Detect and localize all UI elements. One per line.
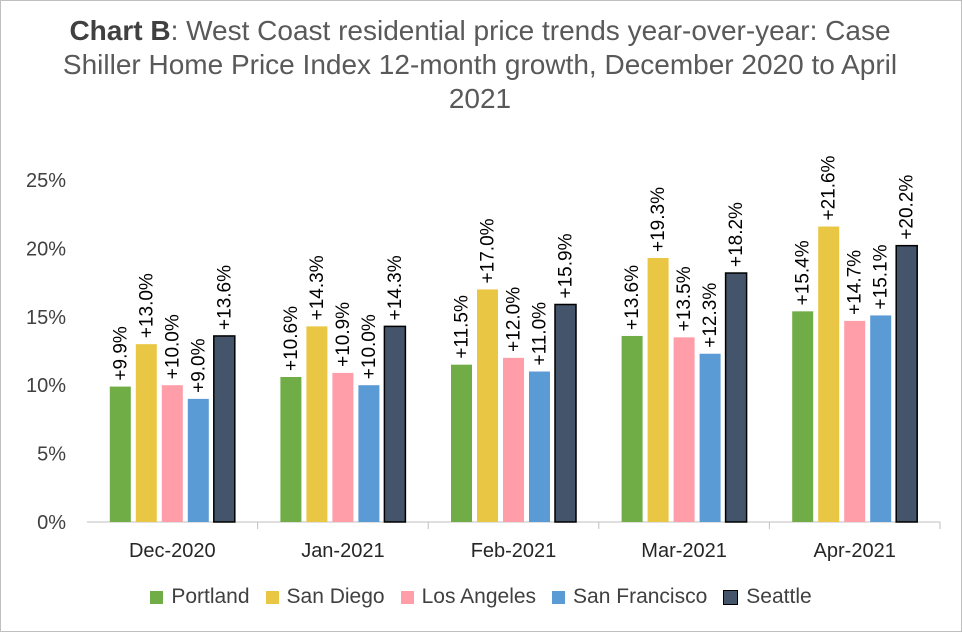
data-label: +10.0% <box>162 314 183 379</box>
x-category-label: Jan-2021 <box>301 540 384 562</box>
legend-item: Seattle <box>723 585 812 609</box>
data-label: +10.9% <box>333 302 354 367</box>
bar-san-diego <box>818 226 840 522</box>
data-label: +20.2% <box>897 175 918 240</box>
bar-san-francisco <box>358 385 380 522</box>
bar-san-diego <box>135 344 157 522</box>
legend-item: Los Angeles <box>400 585 537 609</box>
data-label: +10.0% <box>359 314 380 379</box>
bar-san-francisco <box>870 315 892 522</box>
bar-san-diego <box>477 289 498 522</box>
y-tick-label: 5% <box>37 444 66 466</box>
bar-los-angeles <box>673 337 695 522</box>
x-category-label: Apr-2021 <box>814 540 896 562</box>
data-label: +9.0% <box>188 338 209 393</box>
bar-san-francisco <box>529 371 550 522</box>
data-label: +14.3% <box>307 255 328 320</box>
chart-title-rest: : West Coast residential price trends ye… <box>62 15 898 114</box>
data-label: +14.7% <box>845 250 866 315</box>
bar-seattle <box>724 272 748 523</box>
bar-portland <box>109 386 131 522</box>
chart-title-bold: Chart B <box>69 15 171 46</box>
bar-portland <box>792 311 814 522</box>
data-label: +15.4% <box>793 240 814 305</box>
data-label: +12.3% <box>700 283 721 348</box>
legend-label: San Francisco <box>573 585 708 608</box>
bar-san-francisco <box>187 398 209 522</box>
bar-los-angeles <box>161 385 183 522</box>
legend-label: San Diego <box>286 585 385 608</box>
data-label: +21.6% <box>819 155 840 220</box>
data-label: +13.5% <box>674 266 695 331</box>
bar-seattle <box>554 303 577 523</box>
bar-los-angeles <box>332 372 354 522</box>
bar-portland <box>451 364 472 522</box>
legend-label: Seattle <box>746 585 812 608</box>
bar-san-diego <box>647 257 669 522</box>
bar-san-francisco <box>699 353 721 522</box>
legend-label: Los Angeles <box>421 585 537 608</box>
x-category-label: Mar-2021 <box>641 540 727 562</box>
legend-swatch <box>265 590 279 604</box>
y-tick-label: 15% <box>26 307 66 329</box>
chart-legend: Portland San Diego Los Angeles San Francisc… <box>0 585 962 609</box>
x-category-label: Dec-2020 <box>129 540 216 562</box>
bar-portland <box>621 335 643 522</box>
data-label: +11.5% <box>452 295 473 359</box>
y-tick-label: 20% <box>26 238 66 260</box>
y-tick-label: 25% <box>26 170 66 192</box>
legend-label: Portland <box>171 585 250 608</box>
data-label: +11.0% <box>530 302 551 366</box>
chart-title: Chart B: West Coast residential price tr… <box>60 14 900 116</box>
x-category-label: Feb-2021 <box>471 540 557 562</box>
data-label: +14.3% <box>385 255 406 320</box>
bar-seattle <box>213 335 236 523</box>
data-label: +15.9% <box>556 233 577 298</box>
data-label: +13.0% <box>136 273 157 338</box>
legend-swatch <box>400 590 414 604</box>
legend-item: Portland <box>150 585 250 609</box>
bar-portland <box>280 376 302 522</box>
bar-los-angeles <box>844 320 866 522</box>
bar-san-diego <box>306 326 328 522</box>
data-label: +17.0% <box>478 218 499 283</box>
bar-los-angeles <box>503 357 524 522</box>
data-label: +9.9% <box>110 326 131 381</box>
y-tick-label: 10% <box>26 375 66 397</box>
bar-seattle <box>895 244 918 523</box>
legend-swatch <box>552 590 566 604</box>
legend-swatch <box>150 590 164 604</box>
y-tick-label: 0% <box>37 512 66 534</box>
data-label: +19.3% <box>648 187 669 252</box>
data-label: +13.6% <box>214 265 235 330</box>
data-label: +18.2% <box>726 202 747 267</box>
legend-item: San Francisco <box>552 585 707 609</box>
data-label: +13.6% <box>622 265 643 330</box>
bar-chart: 0%5%10%15%20%25%Dec-2020+9.9%+13.0%+10.0… <box>26 155 941 562</box>
data-label: +10.6% <box>281 306 302 371</box>
data-label: +12.0% <box>504 287 525 352</box>
data-label: +15.1% <box>871 244 892 309</box>
legend-item: San Diego <box>265 585 385 609</box>
bar-seattle <box>383 325 407 523</box>
legend-swatch <box>723 589 739 605</box>
